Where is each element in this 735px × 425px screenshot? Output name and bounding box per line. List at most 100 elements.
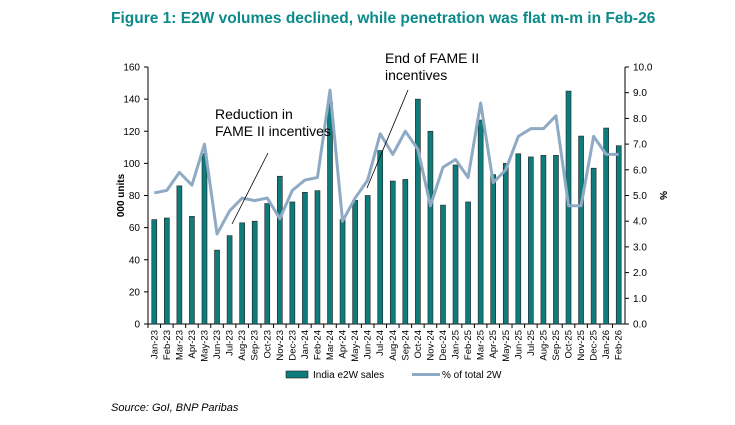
x-tick-label: Jan-24 (300, 330, 311, 359)
bar-May-25 (502, 163, 509, 325)
bar-Dec-24 (440, 204, 446, 325)
x-tick-label: Dec-24 (438, 330, 449, 361)
bar-Aug-25 (540, 155, 547, 325)
right-tick-label: 8.0 (633, 114, 647, 125)
right-axis-label: % (657, 191, 668, 200)
x-tick-label: Oct-23 (262, 330, 273, 359)
x-tick-label: Jan-26 (601, 330, 612, 359)
left-tick-label: 20 (129, 287, 141, 298)
legend-label: India e2W sales (313, 370, 384, 381)
right-tick-label: 9.0 (633, 88, 647, 99)
right-tick-label: 3.0 (633, 242, 647, 253)
x-tick-label: Jan-23 (149, 330, 160, 359)
x-tick-label: Dec-23 (287, 330, 298, 361)
annotation-text: Reduction in (215, 106, 293, 122)
x-tick-label: Jul-24 (375, 330, 386, 356)
bar-Nov-24 (427, 130, 434, 325)
x-tick-label: Aug-25 (538, 330, 549, 361)
bar-Jun-25 (515, 153, 522, 325)
x-tick-label: Mar-24 (325, 330, 336, 360)
x-tick-label: Oct-25 (564, 330, 575, 359)
x-tick-label: Sep-23 (250, 330, 261, 361)
bar-Jul-25 (528, 156, 534, 325)
annotation-text: End of FAME II (385, 50, 479, 66)
bar-Nov-25 (578, 135, 584, 325)
bar-Oct-25 (565, 90, 572, 325)
left-tick-label: 40 (129, 255, 141, 266)
left-tick-label: 140 (123, 95, 140, 106)
bar-Apr-23 (189, 216, 195, 325)
bar-Nov-23 (277, 175, 283, 325)
bar-Dec-23 (289, 201, 296, 325)
x-tick-label: May-24 (350, 330, 361, 362)
annotation-text: incentives (385, 67, 447, 83)
x-tick-label: Nov-25 (576, 330, 587, 361)
x-tick-label: Feb-25 (463, 330, 474, 360)
bar-Feb-26 (615, 145, 622, 325)
penetration-line (153, 88, 619, 236)
bar-Jul-23 (226, 235, 233, 325)
bar-Jan-25 (452, 164, 459, 325)
bar-Mar-25 (477, 119, 484, 325)
x-tick-label: Mar-25 (476, 330, 487, 360)
x-tick-label: Jan-25 (451, 330, 462, 359)
x-tick-label: May-23 (199, 330, 210, 362)
x-tick-label: Jun-25 (513, 330, 524, 359)
x-tick-label: Apr-23 (187, 330, 198, 359)
x-tick-label: Feb-24 (312, 330, 323, 360)
left-axis-label: 000 units (116, 173, 127, 217)
x-tick-label: Dec-25 (589, 330, 600, 361)
left-tick-label: 100 (123, 159, 140, 170)
right-tick-label: 1.0 (633, 294, 647, 305)
bar-Dec-25 (590, 167, 597, 325)
x-tick-label: Jul-23 (225, 330, 236, 356)
left-tick-label: 80 (129, 191, 141, 202)
x-tick-label: Jun-24 (363, 330, 374, 359)
bar-Jun-24 (364, 195, 371, 325)
legend-label: % of total 2W (442, 370, 502, 381)
bar-May-23 (201, 153, 208, 325)
bar-Apr-25 (490, 174, 496, 325)
bar-Apr-24 (339, 219, 346, 325)
right-tick-label: 4.0 (633, 217, 647, 228)
right-tick-label: 7.0 (633, 140, 647, 151)
bar-Feb-23 (164, 217, 170, 325)
x-tick-label: Nov-24 (425, 330, 436, 361)
figure-title: Figure 1: E2W volumes declined, while pe… (111, 10, 656, 27)
bar-Jan-24 (302, 191, 308, 325)
bar-Oct-24 (415, 98, 421, 325)
bar-Jul-24 (377, 150, 384, 325)
left-tick-label: 60 (129, 223, 141, 234)
x-tick-label: Feb-23 (162, 330, 173, 360)
left-tick-label: 120 (123, 127, 140, 138)
bar-Feb-25 (465, 201, 471, 325)
x-tick-label: Jun-23 (212, 330, 223, 359)
x-tick-label: Feb-26 (614, 330, 625, 360)
bar-Mar-23 (176, 185, 183, 325)
right-tick-label: 5.0 (633, 191, 647, 202)
bar-Jan-23 (151, 219, 158, 325)
right-tick-label: 0.0 (633, 320, 647, 331)
right-tick-label: 6.0 (633, 165, 647, 176)
bar-Feb-24 (314, 190, 321, 325)
x-tick-label: Mar-23 (174, 330, 185, 360)
right-tick-label: 2.0 (633, 268, 647, 279)
annotation-text: FAME II incentives (215, 123, 331, 139)
bar-Aug-23 (239, 222, 245, 325)
x-tick-label: Aug-24 (388, 330, 399, 361)
source-note: Source: GoI, BNP Paribas (111, 402, 239, 414)
bar-Jan-26 (603, 127, 609, 325)
x-tick-label: Jul-25 (526, 330, 537, 356)
x-tick-label: Apr-25 (488, 330, 499, 359)
annotation-pointer (231, 152, 269, 225)
bar-May-24 (352, 200, 358, 325)
right-tick-label: 10.0 (633, 63, 653, 74)
x-tick-label: Sep-24 (400, 330, 411, 361)
x-tick-label: Apr-24 (338, 330, 349, 359)
x-tick-label: Nov-23 (275, 330, 286, 361)
bar-Sep-24 (402, 179, 409, 325)
left-tick-label: 160 (123, 63, 140, 74)
bar-Aug-24 (389, 180, 396, 325)
